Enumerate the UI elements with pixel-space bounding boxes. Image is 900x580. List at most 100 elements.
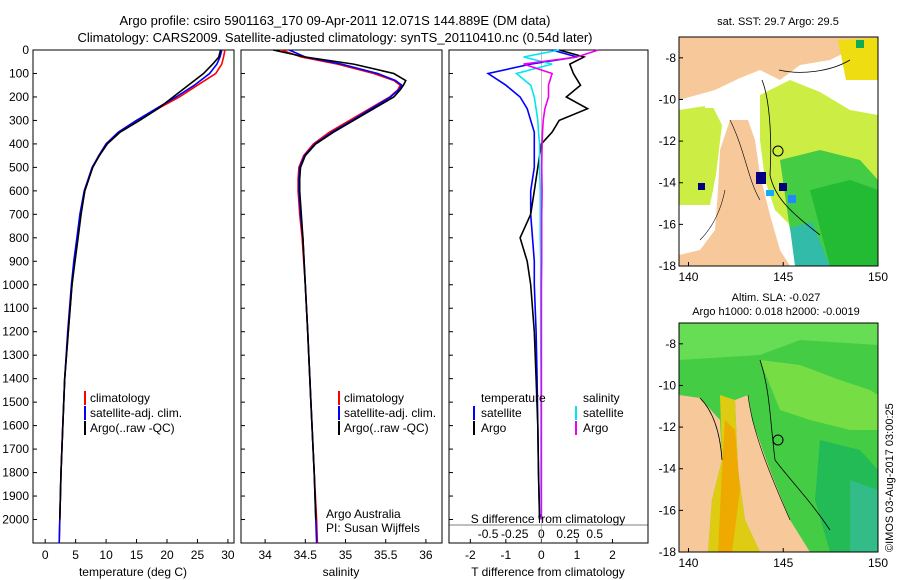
x-tick-label: 25 <box>191 548 205 562</box>
x-tick-label: 36 <box>419 548 433 562</box>
sst-map-ticks: 140 145 150 -8 -10 -12 -14 -16 -18 <box>659 51 889 284</box>
legend-s-argo: Argo <box>583 421 609 435</box>
s-tick-label: 0.5 <box>586 527 603 541</box>
lon-tick-label: 150 <box>868 270 888 284</box>
temperature-xlabel: temperature (deg C) <box>79 565 187 579</box>
x-tick-label: -2 <box>465 548 476 562</box>
float-position-marker <box>772 145 784 157</box>
series-line-satellite-adj-clim- <box>58 49 223 544</box>
legend-t-satellite: satellite <box>481 406 522 420</box>
series-line-salinity-argo <box>523 49 599 520</box>
sla-map-title-1: Altim. SLA: -0.027 <box>732 292 821 304</box>
temperature-axes <box>32 49 235 544</box>
x-tick-label: -1 <box>501 548 512 562</box>
lat-tick-label: -8 <box>665 337 676 351</box>
salinity-x-ticks: 34 34.5 35 35.5 36 <box>258 539 433 562</box>
x-tick-label: 0 <box>42 548 49 562</box>
depth-tick-label: 900 <box>9 254 29 268</box>
lat-tick-label: -18 <box>659 259 677 273</box>
depth-tick-label: 300 <box>9 113 29 127</box>
series-line-temperature-satellite <box>486 49 578 520</box>
difference-axes <box>448 49 649 544</box>
depth-tick-label: 100 <box>9 66 29 80</box>
difference-series <box>486 49 599 520</box>
x-tick-label: 34 <box>258 548 272 562</box>
depth-tick-label: 1400 <box>2 372 29 386</box>
legend-climatology: climatology <box>344 391 404 405</box>
s-tick-label: -0.25 <box>501 527 529 541</box>
lat-tick-label: -14 <box>659 462 677 476</box>
lat-tick-label: -14 <box>659 176 677 190</box>
series-line-argo-raw-qc- <box>273 49 407 520</box>
series-line-climatology <box>280 49 402 544</box>
sla-map-field <box>679 323 878 552</box>
lat-tick-label: -12 <box>659 134 677 148</box>
title-line-2: Climatology: CARS2009. Satellite-adjuste… <box>78 30 593 45</box>
x-tick-label: 2 <box>609 548 616 562</box>
temperature-panel: 0100200300400500600700800900100011001200… <box>2 43 453 579</box>
lat-tick-label: -10 <box>659 378 677 392</box>
lon-tick-label: 140 <box>678 556 698 570</box>
depth-tick-label: 1200 <box>2 325 29 339</box>
legend-satellite-adj: satellite-adj. clim. <box>90 406 182 420</box>
lon-tick-label: 145 <box>773 270 793 284</box>
lat-tick-label: -18 <box>659 545 677 559</box>
sst-map-title: sat. SST: 29.7 Argo: 29.5 <box>717 16 839 28</box>
lat-tick-label: -8 <box>665 51 676 65</box>
sst-map: sat. SST: 29.7 Argo: 29.5 140 145 150 -8 -10… <box>659 16 889 284</box>
series-line-temperature-argo <box>519 49 590 520</box>
x-tick-label: 0 <box>538 548 545 562</box>
depth-tick-label: 1000 <box>2 278 29 292</box>
legend-climatology: climatology <box>90 391 150 405</box>
legend-argo: Argo(..raw -QC) <box>344 421 429 435</box>
depth-tick-label: 1600 <box>2 419 29 433</box>
legend-salinity-title: salinity <box>583 391 620 405</box>
difference-legend: temperature satellite Argo salinity sate… <box>473 391 624 435</box>
sla-map-ticks: 140 145 150 -8 -10 -12 -14 -16 -18 <box>659 337 889 570</box>
depth-tick-label: 0 <box>22 43 29 57</box>
x-tick-label: 15 <box>130 548 144 562</box>
lat-tick-label: -16 <box>659 503 677 517</box>
salinity-panel: 34 34.5 35 35.5 36 salinity climatology sate… <box>240 49 443 579</box>
s-tick-label: -0.5 <box>478 527 499 541</box>
s-tick-label: 0.25 <box>556 527 580 541</box>
lon-tick-label: 150 <box>868 556 888 570</box>
salinity-series <box>273 49 407 544</box>
difference-panel: -2 -1 0 1 2-0.5 -0.25 0 0.25 0.5 S difference fr… <box>448 49 649 579</box>
depth-tick-label: 500 <box>9 160 29 174</box>
x-tick-label: 30 <box>221 548 235 562</box>
sla-map-title-2: Argo h1000: 0.018 h2000: -0.0019 <box>692 306 860 318</box>
sla-map: Altim. SLA: -0.027 Argo h1000: 0.018 h20… <box>659 292 889 570</box>
series-line-climatology <box>58 49 226 544</box>
depth-tick-label: 200 <box>9 90 29 104</box>
lon-tick-label: 140 <box>678 270 698 284</box>
depth-tick-label: 1100 <box>3 301 29 315</box>
sst-map-frame <box>678 36 879 267</box>
title-line-1: Argo profile: csiro 5901163_170 09-Apr-2… <box>120 13 551 28</box>
x-tick-label: 5 <box>72 548 79 562</box>
depth-tick-label: 1700 <box>2 442 29 456</box>
depth-tick-label: 400 <box>9 137 29 151</box>
float-position-marker <box>772 434 784 446</box>
difference-ticks: -2 -1 0 1 2-0.5 -0.25 0 0.25 0.5 <box>465 50 616 562</box>
x-tick-label: 1 <box>574 548 581 562</box>
salinity-axes <box>240 49 443 544</box>
salinity-xlabel: salinity <box>323 565 360 579</box>
salinity-legend: climatology satellite-adj. clim. Argo(..… <box>338 391 436 435</box>
legend-argo: Argo(..raw -QC) <box>90 421 175 435</box>
x-tick-label: 34.5 <box>294 548 318 562</box>
argo-australia-note: Argo Australia <box>326 507 401 521</box>
legend-s-satellite: satellite <box>583 406 624 420</box>
legend-temperature-title: temperature <box>481 391 546 405</box>
sla-map-frame <box>678 322 879 553</box>
x-tick-label: 35 <box>339 548 353 562</box>
legend-satellite-adj: satellite-adj. clim. <box>344 406 436 420</box>
lon-tick-label: 145 <box>773 556 793 570</box>
depth-tick-labels: 0 100 200 300 400 500 600 700 800 900 1000 1100 1200… <box>2 43 453 527</box>
legend-t-argo: Argo <box>481 421 507 435</box>
depth-tick-label: 800 <box>9 231 29 245</box>
sst-map-field <box>679 37 878 266</box>
imos-credit: ©IMOS 03-Aug-2017 03:00:25 <box>884 403 896 552</box>
x-tick-label: 35.5 <box>374 548 398 562</box>
